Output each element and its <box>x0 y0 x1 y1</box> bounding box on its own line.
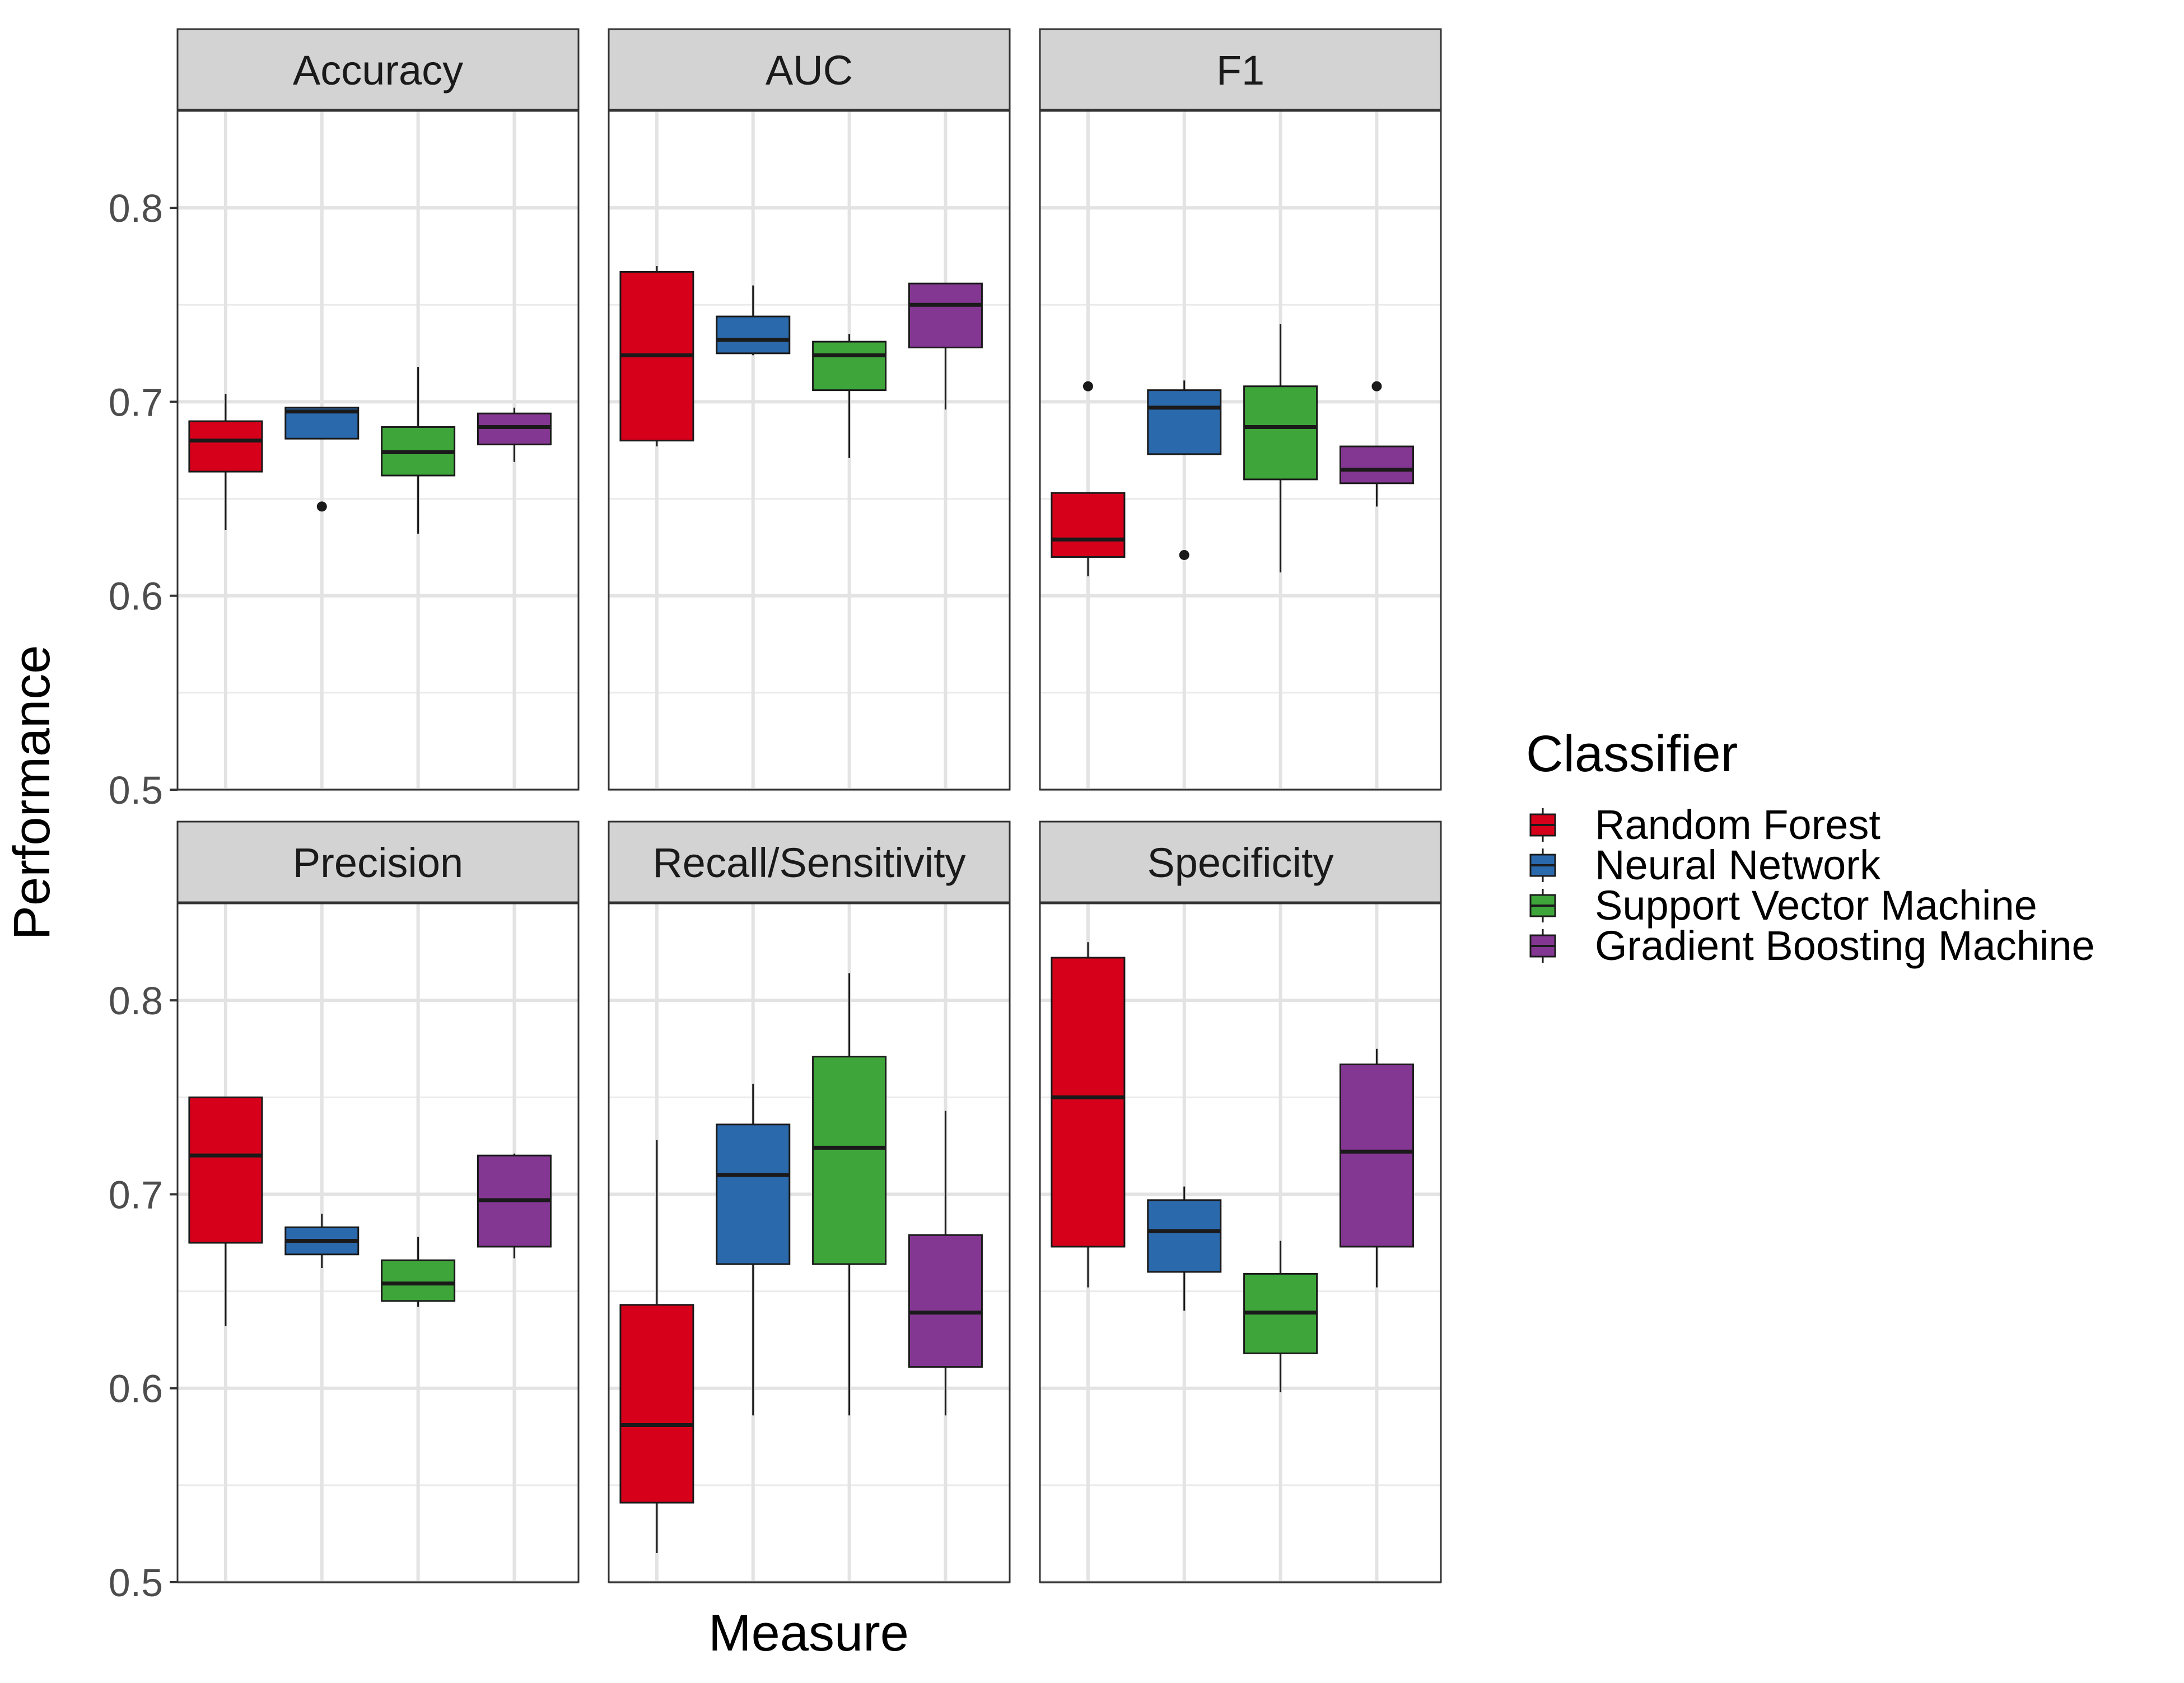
facet-panel-border <box>608 110 1011 791</box>
box-iqr <box>1339 445 1414 484</box>
box-iqr <box>908 1234 983 1368</box>
legend-item-gradient-boosting-machine: Gradient Boosting Machine <box>1529 922 2095 969</box>
x-axis-title: Measure <box>708 1605 909 1662</box>
box-iqr <box>619 1304 694 1504</box>
facet-title: F1 <box>1216 47 1264 94</box>
box-iqr <box>812 341 887 391</box>
facet-title: Precision <box>293 840 463 886</box>
facet-title: Recall/Sensitivity <box>652 840 965 886</box>
facet-panel-border <box>608 902 1011 1583</box>
facet-panel-border <box>1039 110 1442 791</box>
facet-panel-border <box>176 110 580 791</box>
box-iqr <box>1147 389 1222 455</box>
box-random-forest <box>1051 942 1126 1288</box>
box-neural-network <box>716 285 791 356</box>
box-iqr <box>716 315 791 355</box>
y-tick-label: 0.7 <box>109 380 163 424</box>
box-neural-network <box>1147 1186 1222 1311</box>
box-gradient-boosting-machine <box>477 1153 552 1258</box>
box-support-vector-machine <box>381 1237 456 1307</box>
facet-strip <box>176 28 580 111</box>
facet-f1: F1 <box>1039 28 1442 791</box>
facet-strip <box>1039 28 1442 111</box>
facet-panel-border <box>176 902 580 1583</box>
facet-strip <box>608 28 1011 111</box>
legend-item-support-vector-machine: Support Vector Machine <box>1529 882 2037 929</box>
y-tick-label: 0.8 <box>109 187 163 230</box>
outlier-point <box>1371 381 1382 391</box>
box-random-forest <box>619 1140 694 1554</box>
box-neural-network <box>284 407 360 512</box>
facet-strip <box>176 820 580 903</box>
box-support-vector-machine <box>381 367 456 534</box>
facet-auc: AUC <box>608 28 1011 791</box>
box-random-forest <box>1051 381 1126 577</box>
box-support-vector-machine <box>1243 324 1318 573</box>
facet-panel-border <box>1039 902 1442 1583</box>
facet-title: Accuracy <box>293 47 463 94</box>
facet-title: AUC <box>766 47 853 94</box>
facet-specificity: Specificity <box>1039 820 1442 1584</box>
outlier-point <box>1179 549 1189 560</box>
box-iqr <box>908 282 983 348</box>
legend-label: Gradient Boosting Machine <box>1595 922 2095 969</box>
legend-item-neural-network: Neural Network <box>1529 842 1881 888</box>
box-gradient-boosting-machine <box>1339 1048 1414 1288</box>
box-iqr <box>1051 492 1126 558</box>
box-iqr <box>716 1123 791 1265</box>
box-iqr <box>1339 1063 1414 1248</box>
box-iqr <box>812 1056 887 1265</box>
y-axis-title: Performance <box>3 645 60 940</box>
facet-title: Specificity <box>1147 840 1333 886</box>
facet-strip <box>608 820 1011 903</box>
legend-label: Neural Network <box>1595 842 1881 888</box>
box-iqr <box>1147 1199 1222 1273</box>
facet-strip <box>1039 820 1442 903</box>
box-neural-network <box>284 1214 360 1269</box>
box-iqr <box>188 420 263 473</box>
y-axes: 0.5 0.6 0.7 0.8 0.5 0.6 0.7 0.8 <box>109 187 178 1605</box>
y-tick-label: 0.6 <box>109 575 163 618</box>
box-neural-network <box>1147 380 1222 560</box>
facet-panels: Accuracy AUC F1 Precision Recall/Sensitivity… <box>176 28 1442 1584</box>
y-tick-label: 0.5 <box>109 768 163 812</box>
facet-recall-sensitivity: Recall/Sensitivity <box>608 820 1011 1584</box>
box-random-forest <box>188 1096 263 1326</box>
box-neural-network <box>716 1084 791 1416</box>
y-tick-label: 0.8 <box>109 979 163 1023</box>
facet-precision: Precision <box>176 820 580 1584</box>
box-iqr <box>188 1096 263 1244</box>
box-iqr <box>381 1259 456 1302</box>
box-support-vector-machine <box>812 334 887 458</box>
box-support-vector-machine <box>1243 1241 1318 1392</box>
box-gradient-boosting-machine <box>477 407 552 462</box>
outlier-point <box>316 501 327 512</box>
y-tick-label: 0.7 <box>109 1173 163 1216</box>
box-random-forest <box>188 394 263 530</box>
y-tick-label: 0.5 <box>109 1561 163 1605</box>
box-iqr <box>1051 957 1126 1248</box>
box-iqr <box>1243 385 1318 481</box>
legend-label: Support Vector Machine <box>1595 882 2037 929</box>
box-gradient-boosting-machine <box>908 1111 983 1416</box>
box-support-vector-machine <box>812 973 887 1416</box>
box-gradient-boosting-machine <box>908 282 983 410</box>
legend-label: Random Forest <box>1595 801 1880 848</box>
outlier-point <box>1082 381 1093 391</box>
box-random-forest <box>619 266 694 447</box>
legend-title: Classifier <box>1526 725 1738 782</box>
box-gradient-boosting-machine <box>1339 381 1414 507</box>
legend-item-random-forest: Random Forest <box>1529 801 1880 848</box>
y-axis-row-2: 0.5 0.6 0.7 0.8 <box>109 979 178 1605</box>
y-tick-label: 0.6 <box>109 1367 163 1411</box>
facet-accuracy: Accuracy <box>176 28 580 791</box>
y-axis-row-1: 0.5 0.6 0.7 0.8 <box>109 187 178 812</box>
